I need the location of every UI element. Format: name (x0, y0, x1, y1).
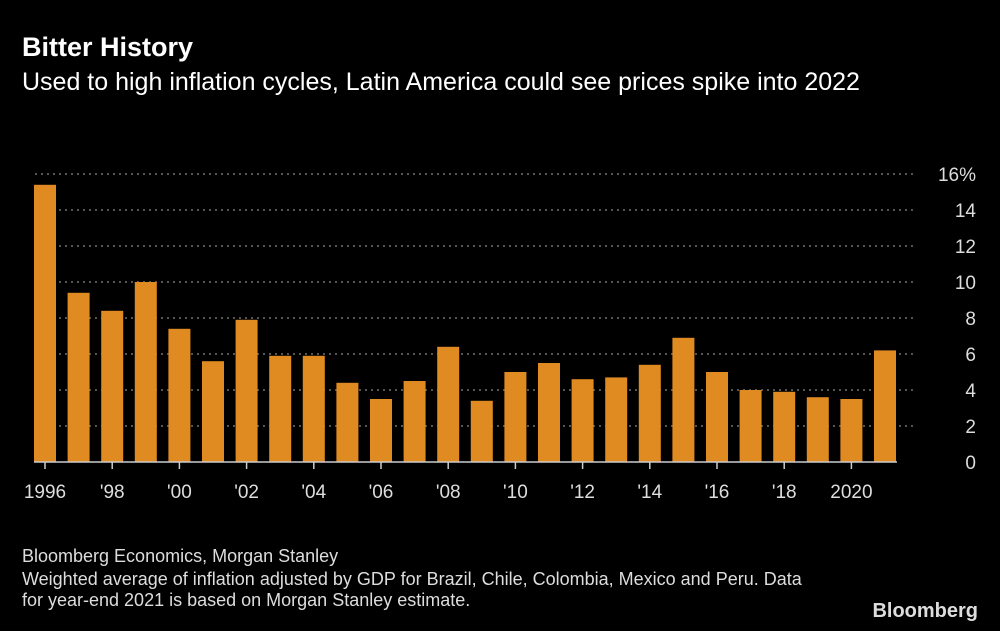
x-tick-label: '06 (369, 482, 394, 503)
bar-2003 (269, 355, 292, 462)
bar-2013 (605, 377, 628, 462)
bar-2016 (706, 372, 728, 462)
bar-1996 (34, 184, 56, 463)
bar-2012 (571, 379, 594, 462)
x-tick-label: '98 (100, 482, 125, 503)
x-tick-label: '08 (436, 482, 461, 503)
bar-2006 (370, 399, 392, 462)
x-tick-label: '10 (503, 482, 528, 503)
y-tick-label: 4 (965, 381, 976, 402)
source-text: Bloomberg Economics, Morgan Stanley (22, 546, 339, 566)
x-tick-label: '04 (301, 482, 326, 503)
bar-2020 (840, 399, 863, 462)
bar-1999 (134, 282, 157, 462)
bar-2021 (874, 350, 896, 462)
y-tick-label: 2 (965, 417, 976, 438)
x-tick-label: '02 (234, 482, 259, 503)
chart-title: Bitter History (22, 32, 194, 62)
x-tick-label: '00 (167, 482, 192, 503)
chart-subtitle: Used to high inflation cycles, Latin Ame… (22, 68, 860, 96)
bar-2014 (638, 364, 661, 462)
bar-2000 (168, 328, 191, 462)
y-tick-label: 12 (955, 237, 976, 258)
x-tick-label: '16 (705, 482, 730, 503)
y-tick-label: 10 (955, 273, 976, 294)
x-tick-label: '18 (772, 482, 797, 503)
bar-2007 (403, 381, 426, 462)
bar-2010 (504, 372, 527, 462)
x-tick-label: '12 (570, 482, 595, 503)
x-tick-label: 1996 (24, 482, 66, 503)
bar-2018 (773, 391, 796, 462)
bar-2004 (302, 355, 325, 462)
bar-2009 (470, 400, 493, 462)
y-tick-label: 16% (938, 165, 976, 186)
y-tick-label: 8 (965, 309, 976, 330)
y-tick-label: 14 (955, 201, 977, 222)
bar-2005 (336, 382, 359, 462)
bar-2011 (538, 363, 560, 462)
x-tick-label: 2020 (830, 482, 872, 503)
footnote: Weighted average of inflation adjusted b… (22, 569, 802, 610)
x-tick-label: '14 (637, 482, 662, 503)
bar-1998 (101, 310, 124, 462)
bar-2001 (202, 361, 224, 462)
bar-2002 (235, 319, 258, 462)
bar-2015 (672, 337, 695, 462)
bar-1997 (67, 292, 90, 462)
y-tick-label: 0 (965, 453, 976, 474)
bar-2008 (437, 346, 460, 462)
y-tick-label: 6 (965, 345, 976, 366)
bloomberg-logo: Bloomberg (872, 600, 978, 622)
bar-2017 (739, 390, 762, 462)
bar-2019 (806, 397, 829, 462)
